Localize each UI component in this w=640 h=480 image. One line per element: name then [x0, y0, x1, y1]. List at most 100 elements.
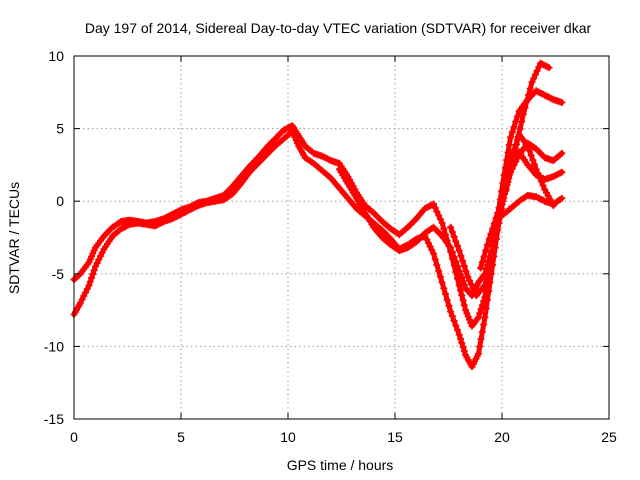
data-point-fill: [525, 147, 533, 155]
data-point-fill: [476, 342, 484, 350]
tick-layer: 0 5 10 15 20 25 -15 -10 -5 0 5 10: [44, 48, 617, 445]
data-point-fill: [482, 247, 490, 255]
data-point-fill: [512, 118, 520, 126]
data-point-fill: [458, 339, 466, 347]
data-point-fill: [459, 257, 467, 265]
data-point: [481, 313, 489, 321]
data-point-fill: [531, 161, 538, 169]
data-point-fill: [90, 266, 98, 274]
chart-title: Day 197 of 2014, Sidereal Day-to-day VTE…: [85, 20, 592, 36]
data-point: [455, 331, 463, 339]
data-point-fill: [459, 296, 467, 304]
data-point-fill: [536, 173, 544, 181]
data-point-fill: [507, 163, 515, 171]
y-tick-label: 0: [56, 193, 64, 209]
data-point-fill: [504, 178, 512, 186]
data-point: [447, 223, 455, 231]
data-point: [481, 281, 489, 289]
y-axis-label: SDTVAR / TECUs: [6, 182, 22, 294]
data-point-fill: [510, 123, 518, 131]
data-point-fill: [508, 128, 516, 136]
data-point: [532, 165, 540, 173]
data-point-fill: [454, 326, 461, 334]
data-point-fill: [463, 309, 471, 317]
data-point: [558, 194, 566, 202]
data-point: [438, 219, 446, 227]
data-point: [430, 200, 437, 208]
data-point: [475, 350, 482, 358]
grid-layer: [74, 56, 609, 419]
data-point-fill: [478, 258, 486, 266]
data-point-fill: [458, 291, 466, 299]
data-point-fill: [501, 190, 509, 198]
data-point-fill: [513, 112, 521, 120]
data-point-fill: [458, 274, 466, 282]
data-point-fill: [466, 277, 473, 284]
series-5: [477, 59, 553, 272]
data-point: [438, 279, 446, 286]
data-point-fill: [460, 281, 468, 289]
data-point-fill: [457, 270, 464, 278]
y-tick-label: -15: [44, 411, 64, 427]
data-point-fill: [450, 317, 458, 325]
data-point-fill: [454, 242, 461, 250]
data-point-fill: [445, 302, 453, 310]
data-point-fill: [480, 252, 488, 260]
data-point-fill: [460, 347, 468, 355]
series-points: [477, 59, 553, 272]
data-point-fill: [504, 148, 512, 156]
data-point: [475, 313, 482, 321]
data-point: [558, 149, 566, 157]
data-point-fill: [448, 228, 456, 236]
series-points: [70, 87, 566, 330]
data-point-fill: [499, 195, 507, 203]
data-point-fill: [537, 178, 545, 185]
data-point-fill: [431, 204, 439, 212]
data-layer: [70, 59, 566, 371]
data-point: [447, 244, 455, 252]
data-point-fill: [521, 104, 529, 112]
data-point: [502, 186, 510, 194]
data-point-fill: [539, 182, 547, 189]
x-tick-label: 10: [280, 429, 296, 445]
data-point-fill: [518, 118, 526, 126]
data-point-fill: [480, 297, 488, 305]
data-point: [455, 247, 463, 255]
data-point-fill: [88, 274, 95, 282]
y-tick-label: -10: [44, 338, 64, 354]
data-point-fill: [477, 305, 485, 313]
x-tick-label: 25: [601, 429, 617, 445]
data-point-fill: [509, 155, 517, 163]
data-point-fill: [460, 301, 468, 309]
data-point: [477, 264, 485, 272]
data-point-fill: [448, 312, 456, 320]
data-point-fill: [86, 278, 94, 286]
data-point-fill: [478, 301, 486, 309]
data-point-fill: [450, 233, 458, 241]
data-point-fill: [89, 270, 97, 278]
data-point-fill: [516, 125, 524, 133]
data-point-fill: [433, 208, 441, 216]
data-point-fill: [440, 284, 448, 292]
series-2: [70, 87, 566, 330]
data-point-fill: [452, 237, 460, 245]
data-point-fill: [529, 156, 537, 164]
data-point-fill: [460, 262, 468, 270]
data-point-fill: [450, 253, 458, 261]
data-point-fill: [495, 204, 503, 212]
data-point-fill: [452, 258, 460, 266]
data-point: [455, 267, 463, 275]
data-point-fill: [490, 219, 498, 227]
data-point-fill: [530, 74, 538, 82]
data-point-fill: [457, 335, 464, 343]
data-point-fill: [436, 273, 444, 281]
data-point: [447, 308, 455, 316]
data-point-fill: [483, 241, 491, 249]
data-point: [489, 241, 497, 249]
data-point-fill: [464, 313, 472, 320]
data-point-fill: [459, 277, 467, 285]
y-tick-label: -5: [52, 266, 65, 282]
data-point-fill: [469, 284, 477, 292]
x-axis-label: GPS time / hours: [287, 457, 394, 473]
